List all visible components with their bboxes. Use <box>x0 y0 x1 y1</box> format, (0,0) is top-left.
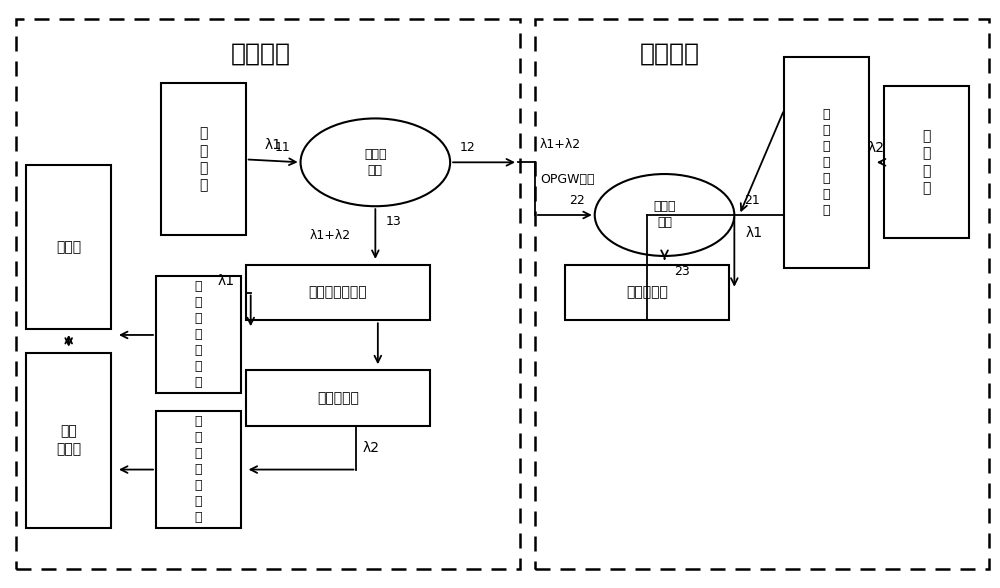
Text: 第
一
光
电
探
测
器: 第 一 光 电 探 测 器 <box>195 280 202 389</box>
Text: 高速
采集卡: 高速 采集卡 <box>56 425 81 456</box>
Text: λ1: λ1 <box>746 226 763 239</box>
Bar <box>784 57 869 268</box>
Text: 第二环
形器: 第二环 形器 <box>653 201 676 229</box>
Text: 11: 11 <box>275 141 291 154</box>
Text: 第
二
光
电
探
测
器: 第 二 光 电 探 测 器 <box>195 415 202 524</box>
Text: λ1+λ2: λ1+λ2 <box>540 138 581 151</box>
Bar <box>535 19 989 569</box>
Bar <box>26 165 111 329</box>
Bar <box>246 265 430 320</box>
Text: 上位机: 上位机 <box>56 240 81 254</box>
Text: λ2: λ2 <box>363 440 380 455</box>
Bar <box>884 86 969 238</box>
Text: OPGW光纤: OPGW光纤 <box>540 173 594 186</box>
Text: λ1: λ1 <box>217 274 234 288</box>
Text: 第二主机: 第二主机 <box>640 42 700 66</box>
Bar <box>161 83 246 235</box>
Bar <box>565 265 729 320</box>
Text: 第二检偏器: 第二检偏器 <box>626 286 668 299</box>
Text: 第一波分复用器: 第一波分复用器 <box>309 286 367 299</box>
Text: 第
二
波
分
复
用
器: 第 二 波 分 复 用 器 <box>823 108 830 217</box>
Text: 12: 12 <box>460 141 476 154</box>
Text: λ1: λ1 <box>265 138 282 152</box>
Bar <box>16 19 520 569</box>
Bar <box>26 353 111 528</box>
Text: 第
一
光
源: 第 一 光 源 <box>199 126 208 192</box>
Text: 22: 22 <box>569 194 585 207</box>
Text: 23: 23 <box>675 265 690 278</box>
Text: 13: 13 <box>385 215 401 228</box>
Bar <box>156 411 241 528</box>
Bar <box>246 370 430 426</box>
Text: 第一环
形器: 第一环 形器 <box>364 148 387 177</box>
Text: λ2: λ2 <box>868 141 885 155</box>
Text: 第
二
光
源: 第 二 光 源 <box>922 129 930 195</box>
Bar <box>156 276 241 393</box>
Text: 第一主机: 第一主机 <box>231 42 291 66</box>
Text: 第一检偏器: 第一检偏器 <box>317 391 359 405</box>
Text: λ1+λ2: λ1+λ2 <box>309 229 350 242</box>
Text: 21: 21 <box>744 194 760 207</box>
